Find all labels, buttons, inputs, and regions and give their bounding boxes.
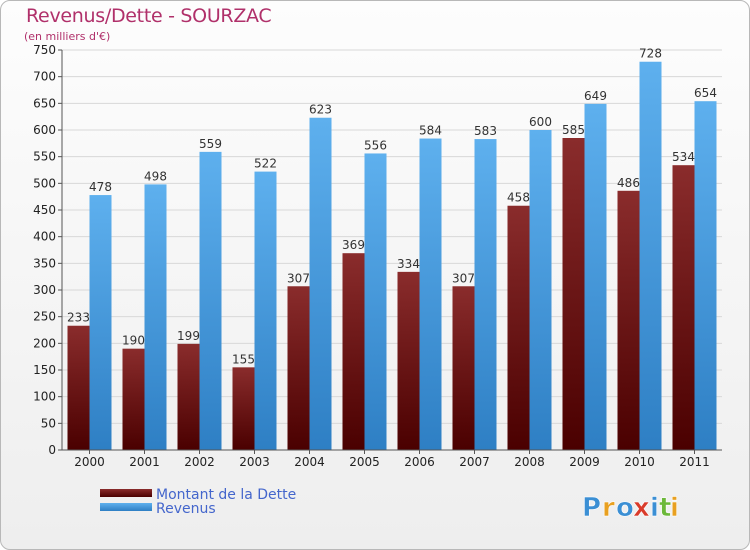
- x-tick-label: 2001: [129, 455, 160, 469]
- y-tick-label: 400: [33, 230, 56, 244]
- x-tick-label: 2005: [349, 455, 380, 469]
- legend-swatch-revenue: [100, 503, 152, 511]
- x-tick-label: 2008: [514, 455, 545, 469]
- revenue-value-label: 556: [364, 138, 387, 152]
- debt-bar: [397, 271, 420, 450]
- y-tick-label: 700: [33, 70, 56, 84]
- revenue-bar: [584, 103, 607, 450]
- debt-bar: [287, 286, 310, 450]
- logo-letter: r: [602, 493, 615, 523]
- logo-letter: t: [659, 493, 671, 523]
- revenue-bar: [144, 184, 167, 450]
- y-tick-label: 200: [33, 336, 56, 350]
- debt-value-label: 190: [122, 334, 145, 348]
- legend-label-revenue: Revenus: [156, 501, 216, 517]
- x-tick-label: 2003: [239, 455, 270, 469]
- debt-value-label: 369: [342, 238, 365, 252]
- revenue-value-label: 583: [474, 124, 497, 138]
- y-tick-label: 250: [33, 310, 56, 324]
- x-tick-label: 2006: [404, 455, 435, 469]
- revenue-bar: [529, 130, 552, 450]
- y-tick-label: 550: [33, 150, 56, 164]
- y-tick-label: 750: [33, 43, 56, 57]
- debt-bar: [67, 325, 90, 450]
- y-tick-label: 500: [33, 176, 56, 190]
- debt-bar: [177, 343, 200, 450]
- debt-value-label: 199: [177, 329, 200, 343]
- debt-value-label: 155: [232, 352, 255, 366]
- revenue-bar: [199, 151, 222, 450]
- chart-subtitle: (en milliers d'€): [24, 30, 111, 43]
- x-tick-label: 2002: [184, 455, 215, 469]
- debt-bar: [672, 165, 695, 450]
- revenue-value-label: 498: [144, 169, 167, 183]
- y-tick-label: 0: [48, 443, 56, 457]
- revenue-value-label: 522: [254, 157, 277, 171]
- x-tick-label: 2011: [679, 455, 710, 469]
- bars: [67, 61, 717, 451]
- logo-letter: i: [650, 493, 659, 523]
- revenue-value-label: 649: [584, 89, 607, 103]
- y-tick-label: 600: [33, 123, 56, 137]
- logo-letter: x: [633, 493, 650, 523]
- debt-value-label: 534: [672, 150, 695, 164]
- revenue-value-label: 584: [419, 124, 442, 138]
- legend-label-debt: Montant de la Dette: [156, 487, 296, 503]
- debt-value-label: 307: [452, 271, 475, 285]
- y-tick-label: 350: [33, 256, 56, 270]
- debt-bar: [617, 190, 640, 451]
- legend-swatch-debt: [100, 489, 152, 497]
- x-tick-label: 2004: [294, 455, 325, 469]
- logo-letter: i: [670, 493, 679, 523]
- debt-value-label: 307: [287, 271, 310, 285]
- revenue-value-label: 600: [529, 115, 552, 129]
- revenue-bar: [419, 138, 442, 451]
- x-tick-label: 2009: [569, 455, 600, 469]
- revenue-bar: [89, 195, 112, 450]
- debt-value-label: 334: [397, 257, 420, 271]
- revenue-value-label: 559: [199, 137, 222, 151]
- y-tick-label: 450: [33, 203, 56, 217]
- debt-bar: [507, 205, 530, 450]
- chart-title: Revenus/Dette - SOURZAC: [26, 5, 272, 27]
- logo-letter: P: [582, 493, 601, 523]
- debt-value-label: 585: [562, 123, 585, 137]
- logo-letter: o: [616, 493, 634, 523]
- revenue-bar: [254, 171, 277, 450]
- y-tick-label: 50: [41, 416, 56, 430]
- debt-bar: [452, 286, 475, 450]
- x-tick-label: 2000: [74, 455, 105, 469]
- x-tick-label: 2007: [459, 455, 490, 469]
- y-tick-label: 650: [33, 96, 56, 110]
- debt-bar: [342, 253, 365, 450]
- revenue-bar: [474, 139, 497, 451]
- debt-bar: [122, 348, 145, 450]
- revenue-bar: [364, 153, 387, 450]
- debt-value-label: 458: [507, 191, 530, 205]
- debt-bar: [232, 367, 255, 450]
- y-tick-label: 150: [33, 363, 56, 377]
- revenue-bar: [309, 117, 332, 450]
- revenue-value-label: 654: [694, 86, 717, 100]
- x-tick-label: 2010: [624, 455, 655, 469]
- y-tick-label: 300: [33, 283, 56, 297]
- debt-bar: [562, 138, 585, 450]
- axes: 0 50 100 150 200 250 300 350 400 450 500 550 600 650 7…: [33, 43, 722, 469]
- grid-lines: [62, 49, 722, 451]
- revenue-value-label: 478: [89, 180, 112, 194]
- revenue-bar: [639, 61, 662, 450]
- y-tick-label: 100: [33, 390, 56, 404]
- revenue-value-label: 623: [309, 103, 332, 117]
- revenue-bar: [694, 101, 717, 450]
- data-labels: 233 478 190 498 199 559 155 522 307 623 369 556 334 5…: [67, 47, 717, 367]
- debt-value-label: 486: [617, 176, 640, 190]
- debt-value-label: 233: [67, 311, 90, 325]
- revenue-value-label: 728: [639, 47, 662, 61]
